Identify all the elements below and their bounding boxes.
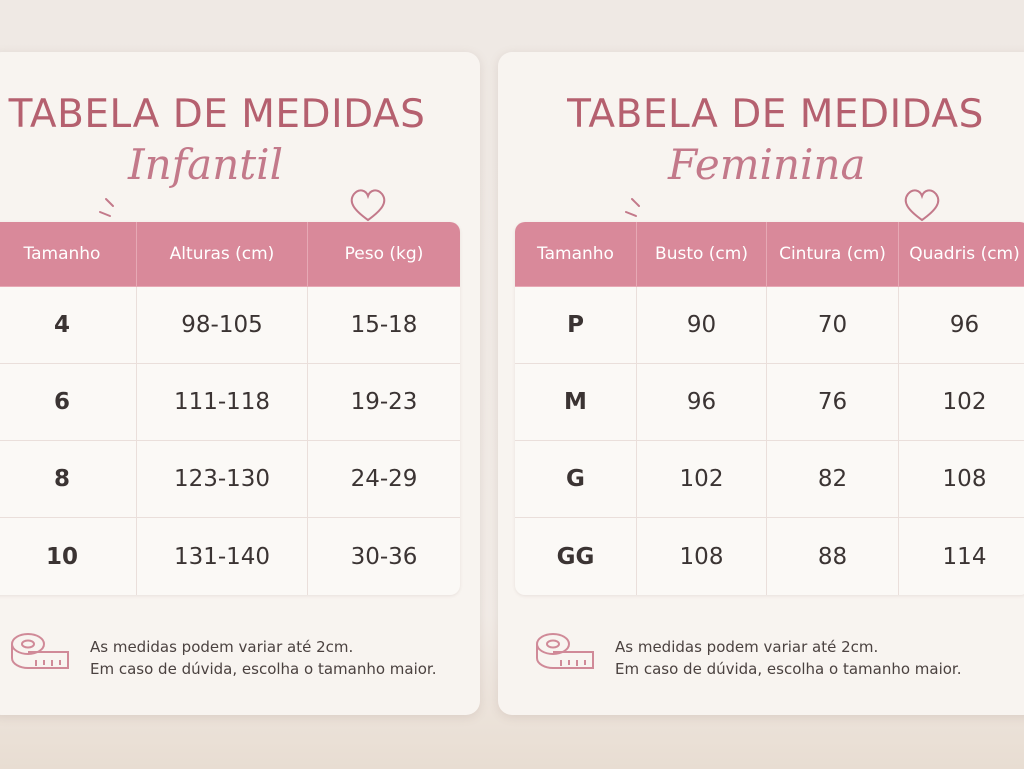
- table-cell: 108: [899, 441, 1024, 518]
- table-cell: 96: [899, 287, 1024, 364]
- table-cell: G: [515, 441, 637, 518]
- tape-icon: [11, 633, 69, 669]
- size-card: TABELA DE MEDIDAS Feminina Tamanho Busto (…: [498, 52, 1024, 715]
- header-cell: Busto (cm): [637, 222, 767, 287]
- table-cell: 102: [637, 441, 767, 518]
- table-cell: M: [515, 364, 637, 441]
- table-row: 4 98-105 15-18: [0, 287, 460, 364]
- note-line: As medidas podem variar até 2cm.: [90, 638, 354, 656]
- size-card: TABELA DE MEDIDAS Infantil Tamanho Alturas…: [0, 52, 480, 715]
- table-row: 10 131-140 30-36: [0, 518, 460, 595]
- table-cell: 96: [637, 364, 767, 441]
- table-body: 4 98-105 15-18 6 111-118 19-23 8 123-130 24-29 10…: [0, 287, 460, 595]
- note-line: Em caso de dúvida, escolha o tamanho mai…: [615, 660, 962, 678]
- table-cell: P: [515, 287, 637, 364]
- header-cell: Peso (kg): [308, 222, 460, 287]
- table-cell: 90: [637, 287, 767, 364]
- table-cell: 10: [0, 518, 137, 595]
- table-cell: 8: [0, 441, 137, 518]
- table-cell: 82: [767, 441, 899, 518]
- table-row: 8 123-130 24-29: [0, 441, 460, 518]
- table-cell: 76: [767, 364, 899, 441]
- table-row: M 96 76 102: [515, 364, 1024, 441]
- table-cell: 6: [0, 364, 137, 441]
- note-line: Em caso de dúvida, escolha o tamanho mai…: [90, 660, 437, 678]
- table-cell: GG: [515, 518, 637, 595]
- table-cell: 98-105: [137, 287, 308, 364]
- table-cell: 15-18: [308, 287, 460, 364]
- table-cell: 102: [899, 364, 1024, 441]
- table-cell: 24-29: [308, 441, 460, 518]
- header-cell: Alturas (cm): [137, 222, 308, 287]
- table-cell: 123-130: [137, 441, 308, 518]
- header-cell: Quadris (cm): [899, 222, 1024, 287]
- table-cell: 19-23: [308, 364, 460, 441]
- table-row: GG 108 88 114: [515, 518, 1024, 595]
- header-cell: Tamanho: [515, 222, 637, 287]
- table-cell: 111-118: [137, 364, 308, 441]
- table-row: G 102 82 108: [515, 441, 1024, 518]
- table-header: Tamanho Alturas (cm) Peso (kg): [0, 222, 460, 287]
- table-cell: 30-36: [350, 543, 418, 570]
- header-cell: Cintura (cm): [767, 222, 899, 287]
- header-cell: Tamanho: [0, 222, 137, 287]
- note-line: As medidas podem variar até 2cm.: [615, 638, 879, 656]
- table-cell: 114: [942, 543, 987, 570]
- table-cell: 108: [637, 518, 767, 595]
- size-table: Tamanho Alturas (cm) Peso (kg) 4 98-105 15-18…: [0, 222, 460, 595]
- size-table: Tamanho Busto (cm) Cintura (cm) Quadris (cm…: [515, 222, 1024, 595]
- note: As medidas podem variar até 2cm. Em caso …: [615, 636, 962, 680]
- tape-icon: [536, 633, 594, 669]
- table-cell: 88: [767, 518, 899, 595]
- card-subtitle: Feminina: [668, 140, 866, 189]
- card-title: TABELA DE MEDIDAS: [567, 92, 984, 137]
- card-subtitle: Infantil: [128, 140, 284, 189]
- table-body: P 90 70 96 M 96 76 102 G 102 82 108 GG 108 88 114: [515, 287, 1024, 595]
- card-title: TABELA DE MEDIDAS: [8, 92, 426, 137]
- table-cell: 4: [0, 287, 137, 364]
- table-row: P 90 70 96: [515, 287, 1024, 364]
- table-row: 6 111-118 19-23: [0, 364, 460, 441]
- table-header: Tamanho Busto (cm) Cintura (cm) Quadris (cm…: [515, 222, 1024, 287]
- note: As medidas podem variar até 2cm. Em caso …: [90, 636, 437, 680]
- table-cell: 70: [767, 287, 899, 364]
- table-cell: 131-140: [137, 518, 308, 595]
